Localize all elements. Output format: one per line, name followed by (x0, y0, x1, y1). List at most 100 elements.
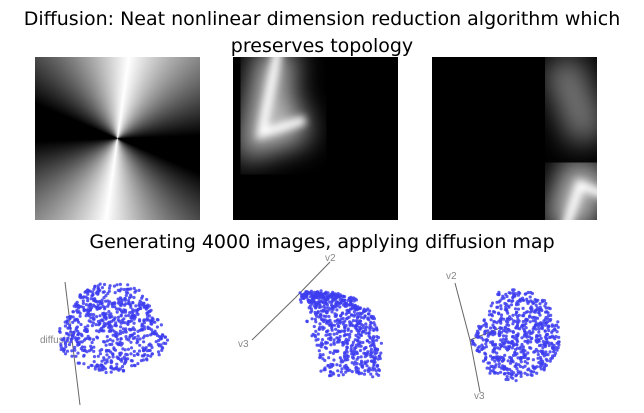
point (544, 306, 548, 310)
point (487, 361, 491, 365)
point (528, 310, 533, 314)
point (127, 300, 131, 304)
point (307, 306, 311, 310)
point (556, 320, 560, 324)
point (524, 292, 528, 296)
point (525, 361, 530, 365)
point (484, 338, 488, 342)
point (359, 344, 363, 348)
point (67, 333, 71, 337)
point (545, 320, 550, 324)
point (367, 326, 372, 330)
point (118, 329, 122, 333)
point (326, 309, 330, 313)
point (547, 324, 551, 328)
point (503, 325, 507, 329)
point (553, 324, 557, 328)
point (302, 296, 306, 300)
point (89, 297, 93, 301)
point (363, 361, 367, 366)
point (497, 365, 501, 369)
axis-label: v3 (474, 391, 485, 402)
point (106, 304, 110, 308)
point (336, 292, 340, 296)
point (483, 330, 487, 334)
point (121, 347, 125, 351)
point (526, 301, 530, 305)
point (81, 301, 85, 305)
point (101, 290, 105, 294)
point (487, 313, 491, 317)
point (332, 332, 336, 336)
point (319, 305, 323, 309)
point (338, 297, 342, 302)
point (526, 339, 530, 343)
point (349, 329, 353, 333)
point (526, 341, 530, 345)
point (529, 299, 533, 303)
point (534, 339, 538, 343)
point (333, 314, 337, 318)
point (532, 301, 536, 305)
point (530, 331, 534, 335)
point (526, 357, 530, 361)
point (541, 349, 545, 353)
point (77, 305, 81, 309)
point (521, 319, 525, 324)
point (543, 335, 548, 339)
axis (469, 339, 481, 393)
point (372, 335, 376, 339)
point (321, 353, 325, 357)
point (516, 369, 520, 373)
point (88, 337, 92, 341)
point (514, 334, 518, 338)
point (535, 371, 539, 375)
point (541, 339, 545, 344)
point (348, 320, 352, 324)
point (528, 346, 532, 350)
point (367, 340, 371, 344)
point (550, 342, 554, 346)
point (519, 374, 523, 378)
point (144, 346, 148, 350)
point (141, 349, 146, 353)
point (70, 349, 74, 353)
point (509, 340, 513, 345)
point (493, 346, 497, 350)
point (82, 362, 86, 366)
point (341, 299, 345, 303)
point (320, 338, 325, 342)
point (350, 313, 354, 317)
point (96, 291, 100, 295)
point (108, 315, 112, 319)
point (159, 343, 163, 347)
point (132, 349, 136, 353)
point (514, 362, 518, 366)
point (124, 352, 128, 356)
point (511, 313, 515, 317)
point (523, 332, 527, 336)
point (372, 358, 376, 362)
point-clouds (58, 282, 561, 383)
point (94, 323, 98, 327)
point (355, 362, 359, 366)
point (329, 294, 333, 299)
point (326, 364, 330, 368)
point (349, 299, 353, 303)
point (479, 325, 483, 329)
point (509, 375, 513, 379)
point (343, 304, 347, 308)
point (498, 356, 502, 360)
point (86, 292, 90, 296)
point (355, 312, 360, 316)
point (364, 345, 368, 350)
point (91, 337, 96, 342)
point (344, 323, 348, 328)
point (112, 284, 116, 288)
point (142, 340, 146, 344)
point (528, 320, 532, 324)
point (84, 303, 88, 307)
point (507, 305, 511, 309)
point (499, 304, 503, 308)
point (356, 339, 360, 343)
